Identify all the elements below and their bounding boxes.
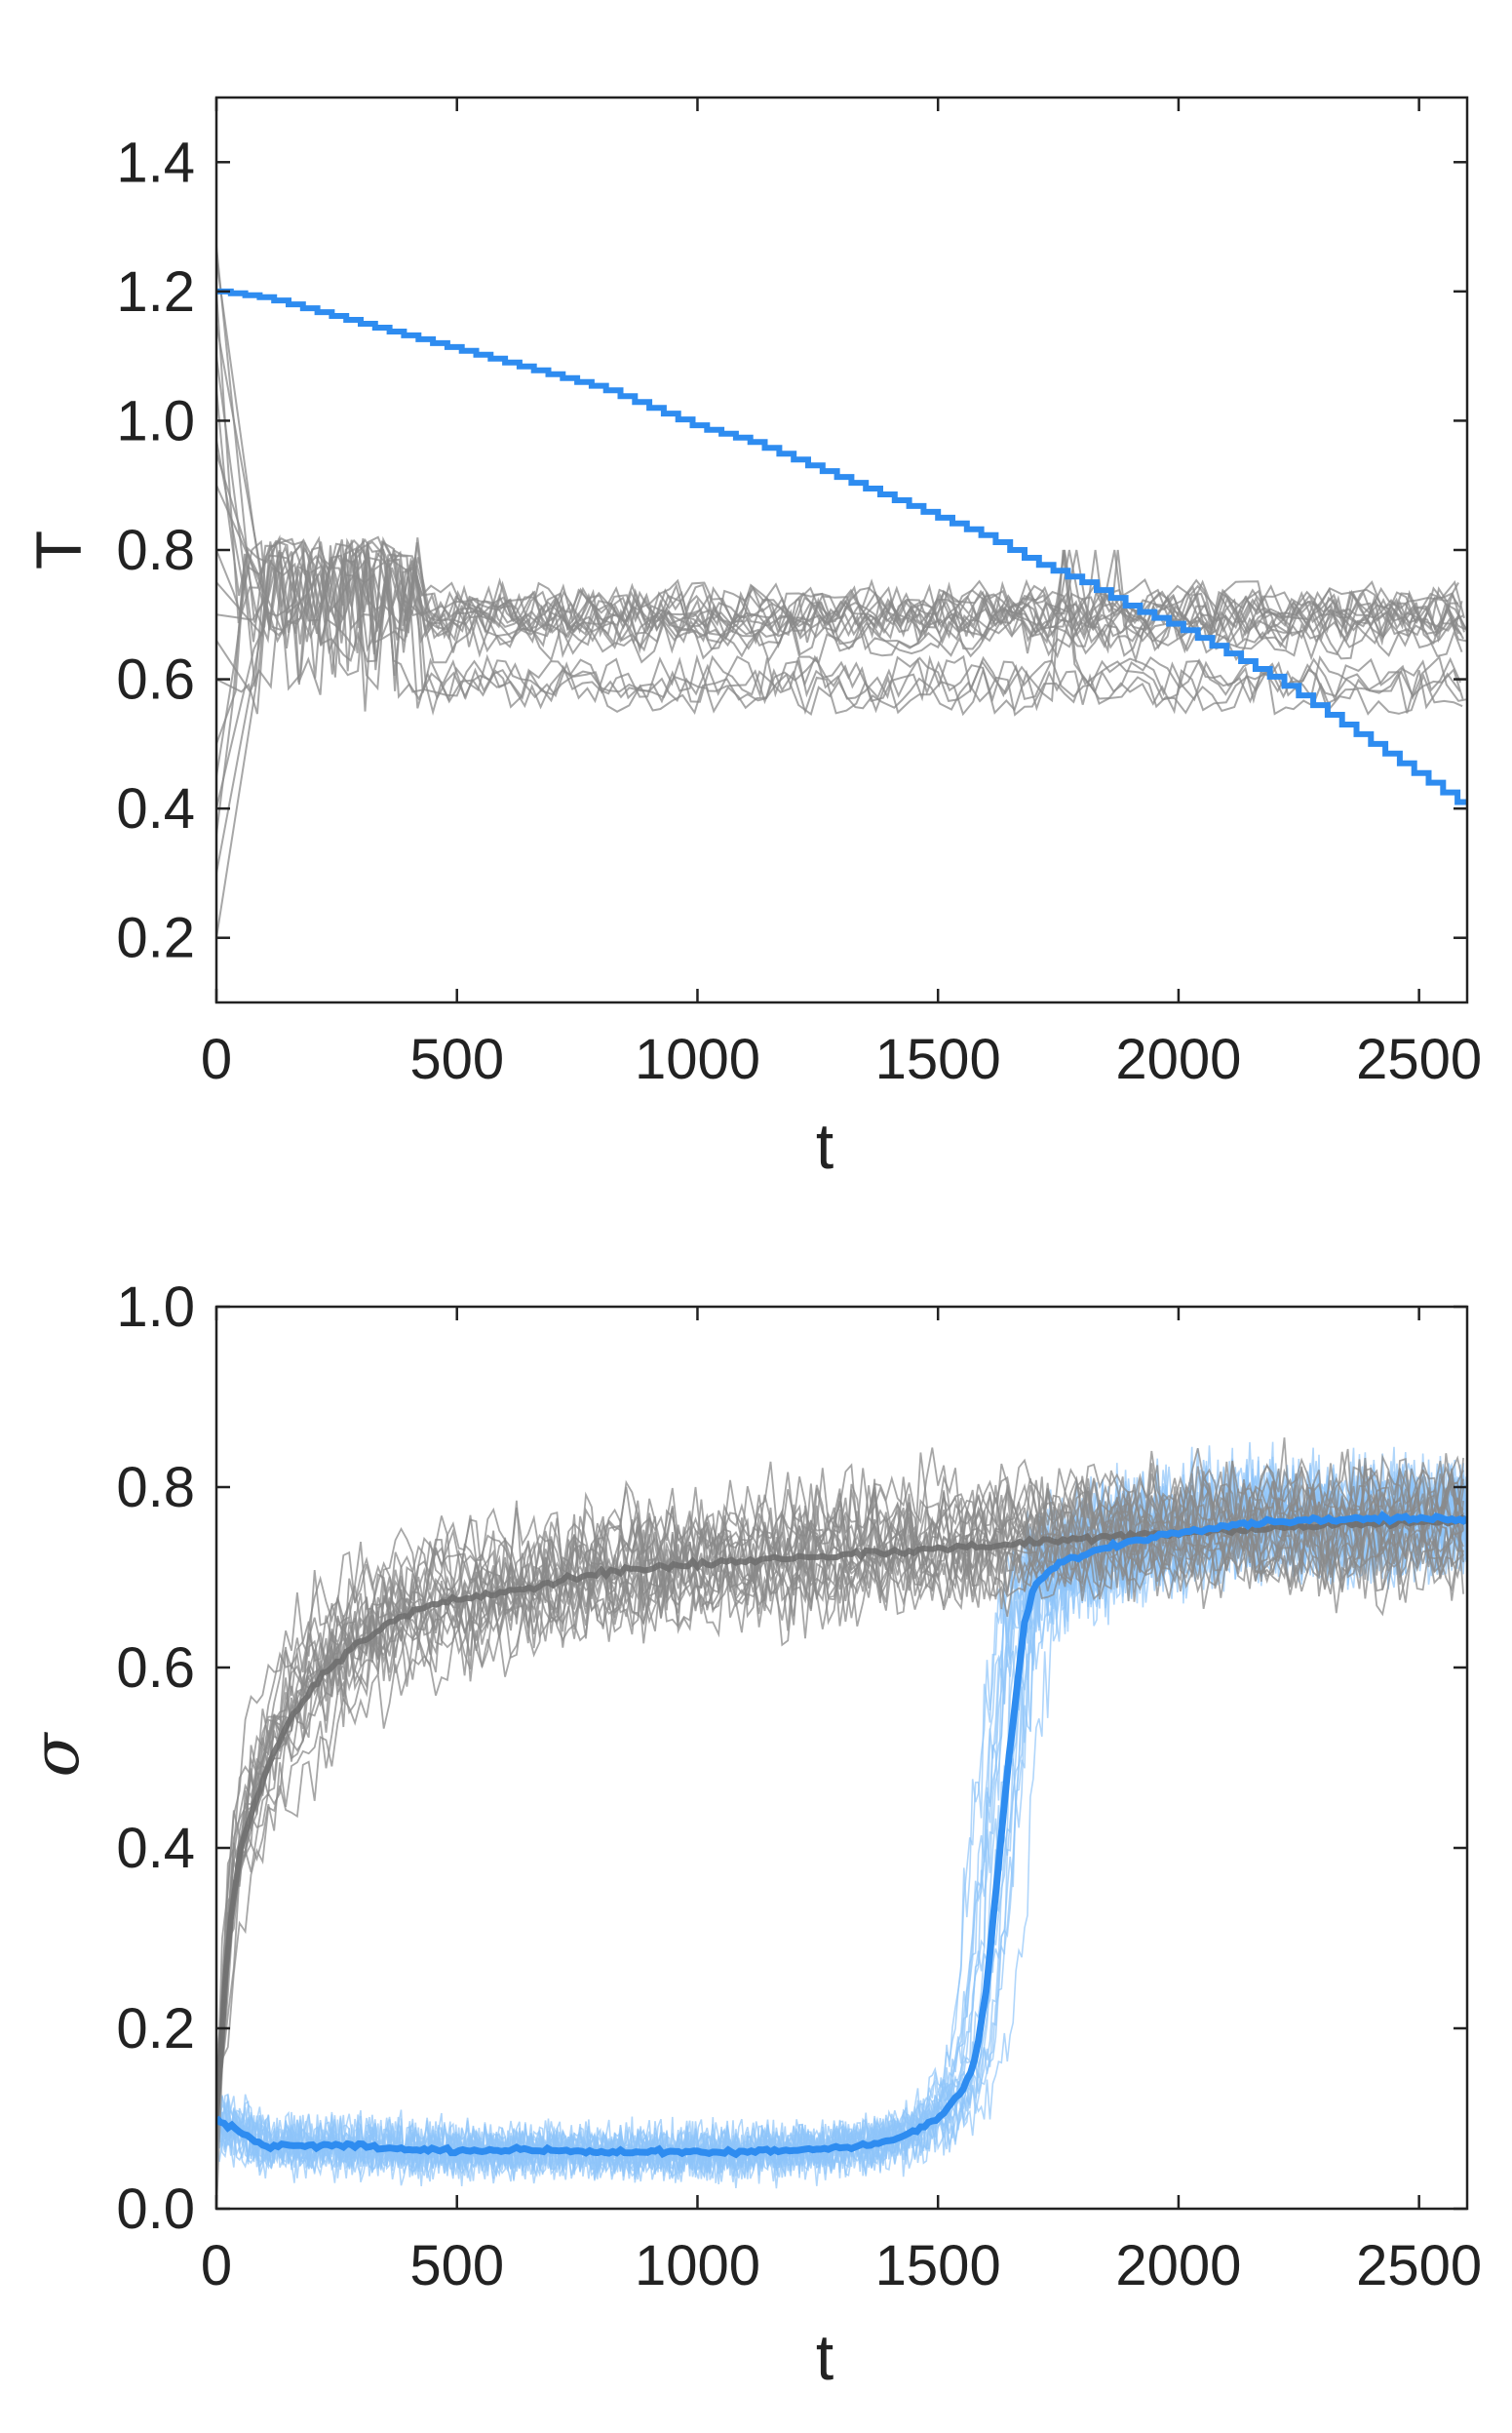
sigma-y-tick-label: 0.8 bbox=[116, 1456, 195, 1519]
sigma-x-tick-label: 0 bbox=[201, 2234, 232, 2297]
temperature-x-tick-label: 2000 bbox=[1115, 1028, 1241, 1091]
temperature-y-tick-label: 0.4 bbox=[116, 777, 195, 841]
temperature-y-tick-label: 1.4 bbox=[116, 131, 195, 194]
temperature-schedule-line bbox=[216, 288, 1467, 805]
temperature-y-tick-label: 0.8 bbox=[116, 519, 195, 582]
temperature-y-tick-label: 0.2 bbox=[116, 907, 195, 970]
sigma-lines bbox=[216, 1437, 1467, 2209]
temperature-x-tick-label: 0 bbox=[201, 1028, 232, 1091]
temperature-run-line bbox=[216, 551, 1463, 717]
temperature-run-line bbox=[216, 541, 1461, 717]
sigma-y-tick-label: 1.0 bbox=[116, 1275, 195, 1339]
sigma-y-axis-label: σ bbox=[19, 1732, 94, 1778]
temperature-x-tick-label: 1000 bbox=[635, 1028, 760, 1091]
sigma-x-tick-label: 1000 bbox=[635, 2234, 760, 2297]
temperature-y-tick-label: 1.0 bbox=[116, 389, 195, 452]
sigma-blue-mean-line bbox=[216, 1511, 1467, 2159]
sigma-axis-ticks: 0 500 1000 1500 2000 2500 0.0 0.2 0.4 0.6 0.8 1.0 bbox=[116, 1275, 1482, 2297]
sigma-x-tick-label: 500 bbox=[409, 2234, 504, 2297]
sigma-y-tick-label: 0.6 bbox=[116, 1636, 195, 1700]
temperature-run-line bbox=[216, 258, 1464, 647]
temperature-x-tick-label: 500 bbox=[409, 1028, 504, 1091]
sigma-x-axis-label: t bbox=[816, 2321, 834, 2393]
sigma-y-tick-label: 0.0 bbox=[116, 2178, 195, 2241]
sigma-run-line-gray bbox=[216, 1497, 1464, 2115]
sigma-x-tick-label: 2000 bbox=[1115, 2234, 1241, 2297]
temperature-y-tick-label: 1.2 bbox=[116, 260, 195, 324]
temperature-run-line bbox=[216, 485, 1467, 659]
temperature-run-line bbox=[216, 535, 1459, 777]
temperature-run-line bbox=[216, 291, 1464, 652]
temperature-run-line bbox=[216, 545, 1463, 665]
temperature-x-axis-label: t bbox=[816, 1110, 834, 1182]
temperature-axis-ticks: 0 500 1000 1500 2000 2500 0.2 0.4 0.6 0.8 1.0 1.2 1.… bbox=[116, 98, 1482, 1091]
sigma-run-line-gray bbox=[216, 1504, 1464, 2209]
sigma-gray-mean-line bbox=[216, 1513, 1467, 2117]
sigma-axes-box bbox=[214, 1305, 1469, 2211]
sigma-x-tick-label: 1500 bbox=[875, 2234, 1001, 2297]
temperature-y-axis-label: T bbox=[22, 530, 95, 569]
temperature-y-tick-label: 0.6 bbox=[116, 648, 195, 712]
sigma-plot-area bbox=[216, 1437, 1467, 2209]
temperature-lines bbox=[216, 246, 1467, 938]
sigma-y-tick-label: 0.2 bbox=[116, 1997, 195, 2060]
sigma-run-line-gray bbox=[216, 1458, 1464, 2117]
sigma-panel: 0 500 1000 1500 2000 2500 0.0 0.2 0.4 0.6 0.8 1.0 t… bbox=[19, 1275, 1482, 2393]
temperature-x-tick-label: 2500 bbox=[1356, 1028, 1482, 1091]
temperature-panel: 0 500 1000 1500 2000 2500 0.2 0.4 0.6 0.8 1.0 1.2 1.… bbox=[22, 96, 1482, 1182]
temperature-run-line bbox=[216, 452, 1460, 640]
temperature-axes-box bbox=[214, 96, 1469, 1004]
sigma-x-tick-label: 2500 bbox=[1356, 2234, 1482, 2297]
temperature-x-tick-label: 1500 bbox=[875, 1028, 1001, 1091]
sigma-y-tick-label: 0.4 bbox=[116, 1817, 195, 1880]
temperature-plot-area bbox=[216, 246, 1467, 938]
